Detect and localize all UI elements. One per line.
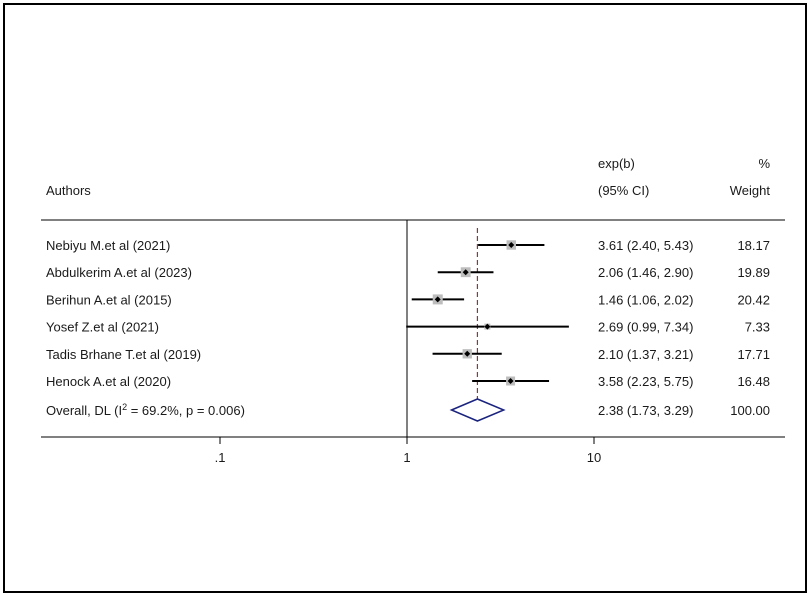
study-ci-text: 1.46 (1.06, 2.02) [598, 292, 693, 307]
study-weight: 18.17 [737, 238, 770, 253]
study-ci-text: 2.10 (1.37, 3.21) [598, 347, 693, 362]
study-rows: Nebiyu M.et al (2021) 3.61 (2.40, 5.43) 18… [46, 238, 770, 389]
header-effect: exp(b) [598, 156, 635, 171]
overall-diamond [449, 398, 506, 422]
study-weight: 16.48 [737, 374, 770, 389]
x-axis-ticks: .1 1 10 [215, 437, 601, 465]
study-row: Nebiyu M.et al (2021) 3.61 (2.40, 5.43) 18… [46, 238, 770, 253]
study-row: Abdulkerim A.et al (2023) 2.06 (1.46, 2.9… [46, 265, 770, 280]
study-label: Nebiyu M.et al (2021) [46, 238, 170, 253]
study-point-estimate [434, 296, 441, 303]
study-point-estimate [507, 378, 514, 384]
figure-frame: Authors exp(b) (95% CI) % Weight .1 1 10 N… [3, 3, 807, 593]
forest-plot-panel: Authors exp(b) (95% CI) % Weight .1 1 10 N… [41, 135, 785, 473]
study-row: Yosef Z.et al (2021) 2.69 (0.99, 7.34) 7.3… [46, 320, 770, 335]
study-row: Berihun A.et al (2015) 1.46 (1.06, 2.02) 2… [46, 292, 770, 307]
overall-ci-text: 2.38 (1.73, 3.29) [598, 403, 693, 418]
study-ci-text: 3.58 (2.23, 5.75) [598, 374, 693, 389]
study-label: Tadis Brhane T.et al (2019) [46, 347, 201, 362]
study-label: Yosef Z.et al (2021) [46, 320, 159, 335]
study-label: Berihun A.et al (2015) [46, 292, 172, 307]
study-point-estimate [484, 323, 491, 330]
study-row: Tadis Brhane T.et al (2019) 2.10 (1.37, 3… [46, 347, 770, 362]
forest-plot: Authors exp(b) (95% CI) % Weight .1 1 10 N… [41, 156, 785, 465]
study-label: Henock A.et al (2020) [46, 374, 171, 389]
study-weight: 19.89 [737, 265, 770, 280]
x-tick-label: 10 [587, 450, 601, 465]
study-ci-text: 2.69 (0.99, 7.34) [598, 320, 693, 335]
study-point-estimate [462, 269, 469, 276]
header-authors: Authors [46, 183, 91, 198]
overall-weight: 100.00 [730, 403, 770, 418]
overall-label-prefix: Overall, DL (I [46, 403, 122, 418]
overall-label-sup: 2 [122, 402, 127, 412]
study-label: Abdulkerim A.et al (2023) [46, 265, 192, 280]
header-ci: (95% CI) [598, 183, 649, 198]
header-weight-percent: % [758, 156, 770, 171]
study-row: Henock A.et al (2020) 3.58 (2.23, 5.75) 16… [46, 374, 770, 389]
study-weight: 20.42 [737, 292, 770, 307]
overall-label-suffix: = 69.2%, p = 0.006) [127, 403, 245, 418]
study-weight: 7.33 [745, 320, 770, 335]
x-tick-label: .1 [215, 450, 226, 465]
study-point-estimate [508, 242, 515, 248]
study-point-estimate [464, 350, 471, 357]
header-weight: Weight [730, 183, 771, 198]
study-weight: 17.71 [737, 347, 770, 362]
study-ci-text: 3.61 (2.40, 5.43) [598, 238, 693, 253]
overall-label: Overall, DL (I2 = 69.2%, p = 0.006) [46, 402, 245, 418]
study-ci-text: 2.06 (1.46, 2.90) [598, 265, 693, 280]
x-tick-label: 1 [403, 450, 410, 465]
